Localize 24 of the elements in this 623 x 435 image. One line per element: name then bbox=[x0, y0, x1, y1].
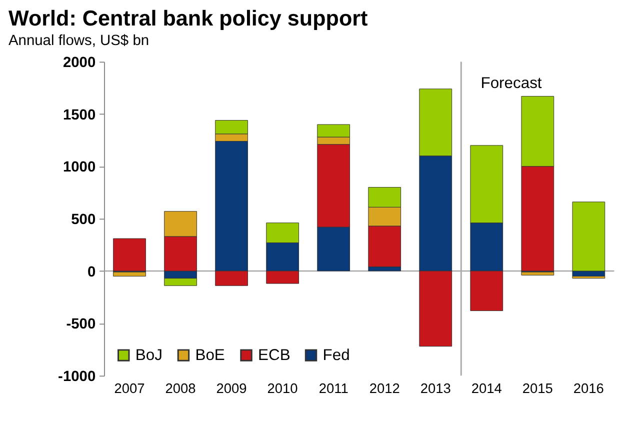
ref-line-label: Forecast bbox=[480, 75, 542, 92]
legend-label: BoJ bbox=[135, 347, 162, 364]
y-tick-label: 0 bbox=[87, 264, 96, 280]
x-tick-label: 2012 bbox=[369, 380, 400, 396]
chart-title: World: Central bank policy support bbox=[8, 5, 368, 30]
y-tick-label: 1000 bbox=[62, 160, 96, 176]
legend-label: BoE bbox=[195, 347, 225, 364]
x-tick-label: 2009 bbox=[216, 380, 247, 396]
y-tick-label: 500 bbox=[71, 212, 96, 228]
y-tick-label: -1000 bbox=[58, 369, 96, 386]
x-tick-label: 2016 bbox=[573, 380, 604, 396]
y-tick-label: -500 bbox=[66, 316, 96, 333]
legend-label: Fed bbox=[322, 347, 350, 364]
x-tick-label: 2007 bbox=[114, 380, 145, 396]
x-tick-label: 2011 bbox=[318, 380, 348, 396]
y-tick-label: 1500 bbox=[62, 107, 96, 124]
x-tick-label: 2010 bbox=[267, 380, 298, 396]
x-tick-label: 2008 bbox=[165, 380, 196, 396]
x-tick-label: 2013 bbox=[420, 380, 452, 396]
chart-subtitle: Annual flows, US$ bn bbox=[8, 33, 150, 50]
x-tick-label: 2015 bbox=[522, 380, 554, 396]
legend-label: ECB bbox=[258, 347, 290, 364]
x-tick-label: 2014 bbox=[471, 380, 502, 396]
y-tick-label: 2000 bbox=[62, 55, 96, 72]
